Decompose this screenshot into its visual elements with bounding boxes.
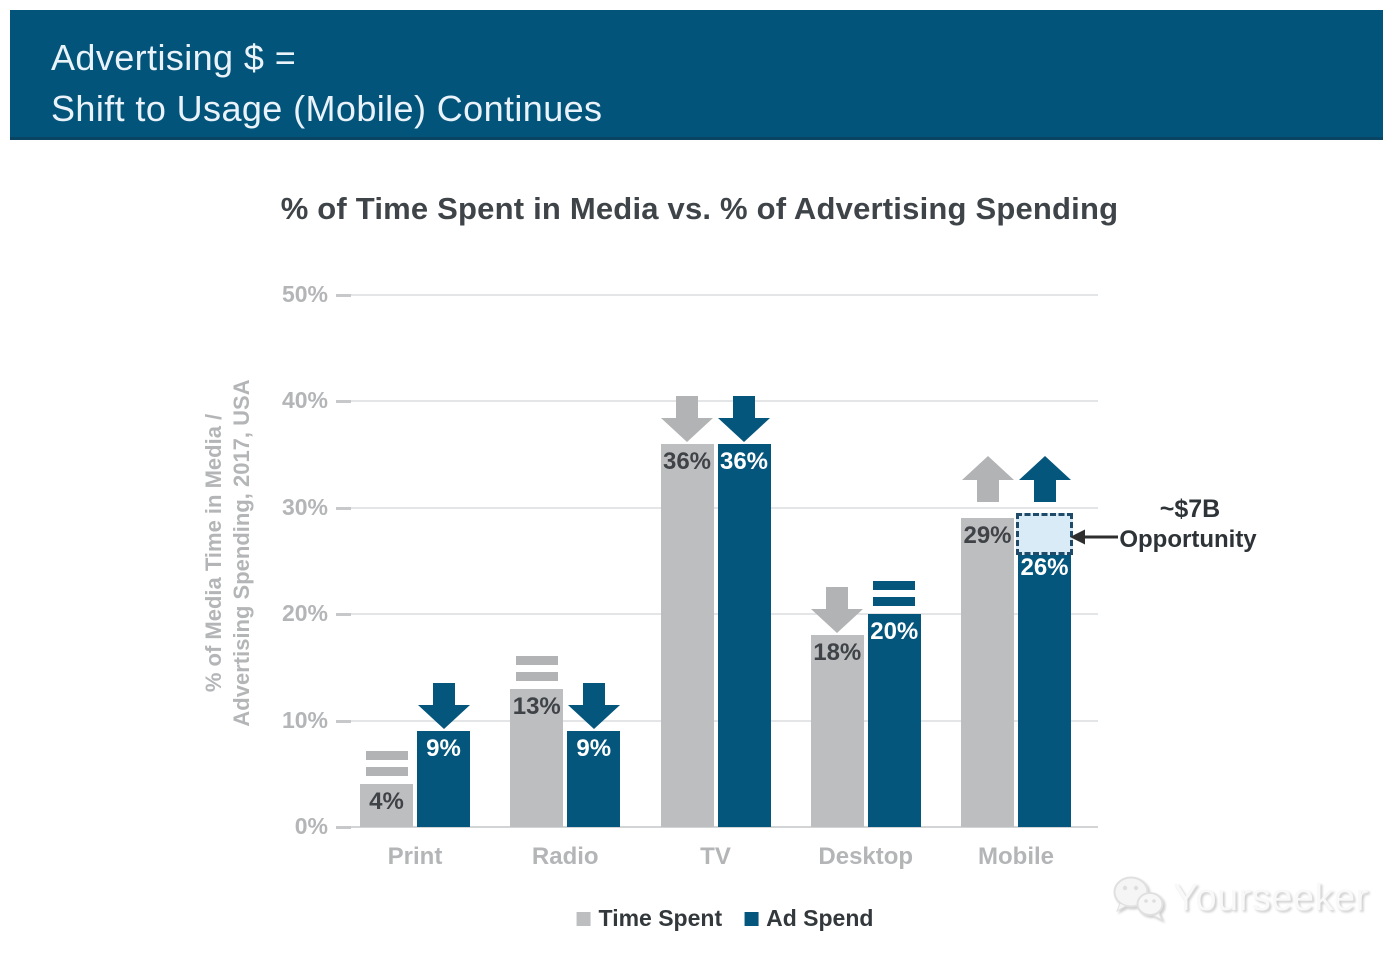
slide-title-line1: Advertising $ = [51,37,297,78]
legend-item-time-spent: Time Spent [576,905,723,932]
gridline [336,506,1098,509]
watermark-text: Yourseeker [1173,876,1369,919]
legend-swatch [576,911,591,926]
trend-up-arrow-icon [961,456,1014,503]
x-category-label: TV [700,843,731,870]
y-tick-label: 10% [281,706,328,733]
bar-value-label: 20% [870,618,919,646]
gridline [336,613,1098,616]
left-arrow-icon [1070,529,1118,545]
bar-desktop-ad-spend [867,614,921,827]
slide-title-banner: Advertising $ = Shift to Usage (Mobile) … [10,10,1383,140]
legend-swatch [744,911,759,926]
bar-desktop-time-spent [810,635,864,827]
gridline [336,400,1098,403]
y-tick-mark [336,719,351,723]
bar-value-label: 4% [369,788,404,816]
gridline [336,719,1098,722]
bar-mobile-ad-spend [1018,550,1071,827]
trend-equal-icon [365,751,408,777]
x-category-label: Radio [531,843,599,870]
legend: Time Spent Ad Spend [576,905,873,932]
y-tick-mark [336,613,351,617]
gridline [336,294,1098,296]
y-tick-mark [336,826,351,829]
trend-equal-icon [873,581,916,607]
y-tick-label: 0% [294,813,328,839]
opportunity-annotation-value: ~$7B [1159,495,1221,523]
y-tick-mark [336,506,351,510]
trend-down-arrow-icon [661,395,713,442]
bar-radio-ad-spend [567,731,621,827]
bar-value-label: 9% [426,735,461,763]
trend-down-arrow-icon [417,683,470,730]
wechat-icon [1113,876,1164,922]
trend-up-arrow-icon [1018,456,1071,503]
x-axis-line [336,826,1098,828]
bar-print-time-spent [360,784,413,827]
trend-down-arrow-icon [567,683,620,730]
y-tick-label: 50% [281,281,328,307]
legend-item-ad-spend: Ad Spend [744,905,873,932]
legend-label: Ad Spend [766,905,874,931]
y-tick-label: 40% [281,387,328,414]
bar-value-label: 36% [662,447,712,475]
bar-radio-time-spent [510,688,564,827]
trend-down-arrow-icon [811,587,864,634]
watermark: Yourseeker [1110,872,1369,924]
bar-print-ad-spend [417,731,470,827]
legend-label: Time Spent [598,905,723,931]
y-tick-label: 30% [281,493,328,520]
x-category-label: Mobile [978,843,1054,870]
y-tick-mark [336,400,351,404]
bar-value-label: 13% [512,692,561,720]
x-category-label: Desktop [818,843,914,870]
y-tick-mark [336,294,351,297]
x-category-label: Print [387,843,443,870]
trend-equal-icon [515,655,558,681]
bar-value-label: 18% [813,639,862,667]
opportunity-gap-box [1016,513,1073,556]
bar-value-label: 29% [963,522,1012,550]
opportunity-annotation-label: Opportunity [1119,526,1257,553]
chart-title: % of Time Spent in Media vs. % of Advert… [280,191,1119,226]
bar-mobile-time-spent [961,518,1014,827]
bar-tv-time-spent [660,443,714,827]
slide-title-line2: Shift to Usage (Mobile) Continues [51,88,603,129]
trend-down-arrow-icon [718,395,770,442]
bar-value-label: 9% [576,735,612,763]
bar-value-label: 36% [719,447,769,475]
bar-value-label: 26% [1020,554,1069,582]
y-tick-label: 20% [281,600,328,627]
bar-tv-ad-spend [717,443,771,827]
